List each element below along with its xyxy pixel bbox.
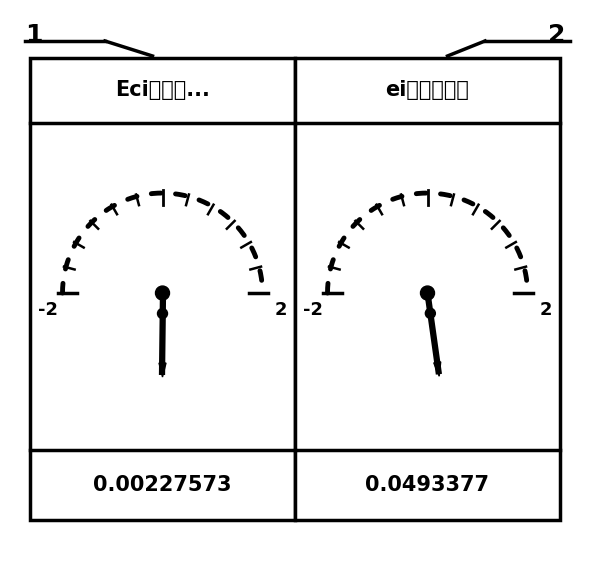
Circle shape — [425, 308, 435, 318]
Bar — [295, 58, 560, 520]
Bar — [30, 58, 295, 520]
Text: 2: 2 — [539, 301, 552, 319]
Polygon shape — [159, 363, 166, 377]
Text: 0.0493377: 0.0493377 — [365, 475, 490, 495]
Text: ei谐波总含量: ei谐波总含量 — [385, 80, 470, 101]
Text: Eci谐波总...: Eci谐波总... — [115, 80, 210, 101]
Circle shape — [156, 286, 169, 300]
Polygon shape — [434, 362, 441, 376]
Text: 0.00227573: 0.00227573 — [93, 475, 232, 495]
Text: 2: 2 — [548, 23, 565, 47]
Circle shape — [158, 309, 168, 318]
Text: 1: 1 — [25, 23, 42, 47]
Text: -2: -2 — [303, 301, 323, 319]
Text: 2: 2 — [274, 301, 287, 319]
Text: -2: -2 — [38, 301, 58, 319]
Circle shape — [421, 286, 434, 300]
